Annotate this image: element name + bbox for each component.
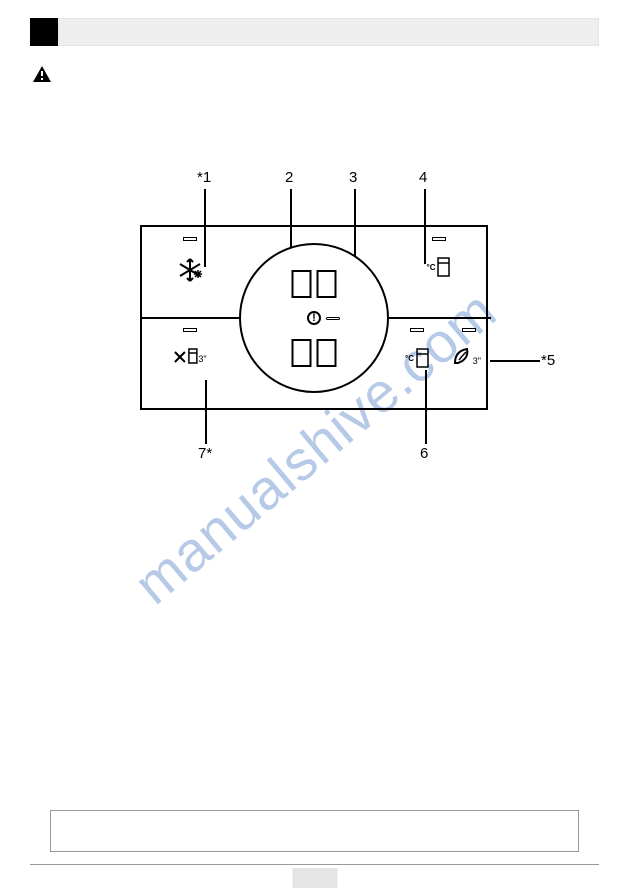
seven-seg-digit [317,339,337,367]
indicator-slot [432,237,446,241]
note-box [50,810,579,852]
button-freezer-temp: °C [391,227,486,317]
snowflake-icon [177,257,203,283]
button-super-freeze [142,227,237,317]
hold-duration: 3" [473,356,481,366]
alarm-off-icon: 3" [172,348,206,364]
label-6: 6 [420,445,428,462]
indicator-slot [183,237,197,241]
celsius-label: °C [427,263,436,272]
hold-duration: 3" [198,354,206,364]
seven-seg-digit [317,270,337,298]
alert-indicator-icon [307,311,321,325]
label-2: 2 [285,169,293,186]
page-container: manualshive.com *1 2 3 4 *5 6 7* [0,0,629,893]
button-alarm-off: 3" [142,318,237,408]
warning-icon [32,65,52,83]
leader-5 [490,360,540,362]
fridge-temp-display [292,339,337,367]
indicator-slot-eco [462,328,476,332]
label-3: 3 [349,169,357,186]
page-number-tab [292,868,337,888]
celsius-label: °C [405,354,414,363]
control-panel-diagram: °C 3" [140,225,488,410]
eco-mode-icon: 3" [452,346,481,366]
display-circle [239,243,389,393]
fridge-compartment-icon: °C [405,348,429,368]
seven-seg-digit [292,339,312,367]
button-fridge-temp: °C 3" [391,318,486,408]
footer-divider [30,864,599,865]
indicator-slot [410,328,424,332]
label-7: 7* [198,445,212,462]
header-section-marker [30,18,58,46]
header-title-bar [58,18,599,46]
indicator-slot [326,317,340,320]
label-1: *1 [197,169,211,186]
seven-seg-digit [292,270,312,298]
label-5: *5 [541,352,555,369]
freezer-temp-display [292,270,337,298]
label-4: 4 [419,169,427,186]
header-bar [30,18,599,43]
freezer-compartment-icon: °C [427,257,451,277]
indicator-slot [183,328,197,332]
